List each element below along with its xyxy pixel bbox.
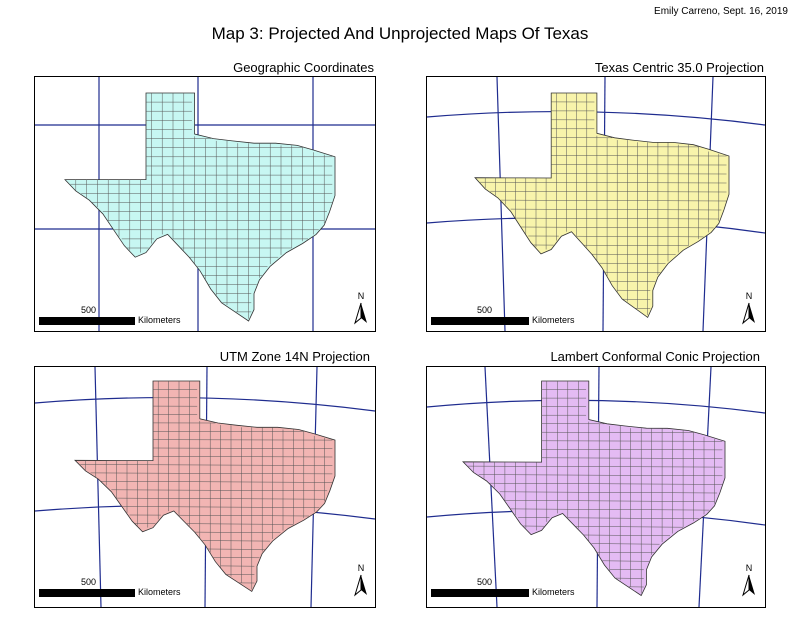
map-lambert xyxy=(427,367,765,607)
north-label: N xyxy=(745,291,753,301)
scale-unit: Kilometers xyxy=(138,587,181,597)
scale-unit: Kilometers xyxy=(532,315,575,325)
north-label: N xyxy=(357,563,365,573)
scale-bar-segment xyxy=(39,589,135,597)
texas-outline xyxy=(64,92,336,322)
map-frame-geographic: 500 Kilometers N xyxy=(34,76,376,332)
north-arrow-icon: N xyxy=(351,563,371,597)
map-title: Map 3: Projected And Unprojected Maps Of… xyxy=(211,24,589,43)
county-boundaries xyxy=(70,93,333,319)
panel-title-texas-centric: Texas Centric 35.0 Projection xyxy=(594,60,764,75)
map-geographic xyxy=(35,77,375,331)
scale-value: 500 xyxy=(81,305,97,315)
map-frame-texas-centric: 500 Kilometers N xyxy=(426,76,766,332)
texas-counties xyxy=(462,380,726,597)
scale-value: 500 xyxy=(81,577,97,587)
texas-outline xyxy=(74,380,336,592)
scale-value: 500 xyxy=(477,305,493,315)
texas-outline xyxy=(462,380,726,597)
scale-value: 500 xyxy=(477,577,493,587)
north-arrow-icon: N xyxy=(739,291,759,325)
panel-title-utm: UTM Zone 14N Projection xyxy=(219,349,370,364)
north-arrow-icon: N xyxy=(351,291,371,325)
county-boundaries xyxy=(480,93,727,316)
texas-outline xyxy=(474,92,730,319)
scale-unit: Kilometers xyxy=(138,315,181,325)
scale-bar-segment xyxy=(39,317,135,325)
texas-counties xyxy=(474,92,730,319)
panel-title-lambert: Lambert Conformal Conic Projection xyxy=(550,349,760,364)
map-frame-utm: 500 Kilometers N xyxy=(34,366,376,608)
county-boundaries xyxy=(80,381,333,590)
north-arrow-icon: N xyxy=(739,563,759,597)
panel-title-geographic: Geographic Coordinates xyxy=(233,60,374,75)
north-label: N xyxy=(357,291,365,301)
texas-counties xyxy=(74,380,336,592)
north-label: N xyxy=(745,563,753,573)
scale-bar-segment xyxy=(431,589,529,597)
scale-bar-segment xyxy=(431,317,529,325)
texas-counties xyxy=(64,92,336,322)
map-texas-centric xyxy=(427,77,765,331)
map-frame-lambert: 500 Kilometers N xyxy=(426,366,766,608)
map-utm xyxy=(35,367,375,607)
scale-unit: Kilometers xyxy=(532,587,575,597)
author-credit: Emily Carreno, Sept. 16, 2019 xyxy=(654,6,788,17)
county-boundaries xyxy=(468,381,723,594)
